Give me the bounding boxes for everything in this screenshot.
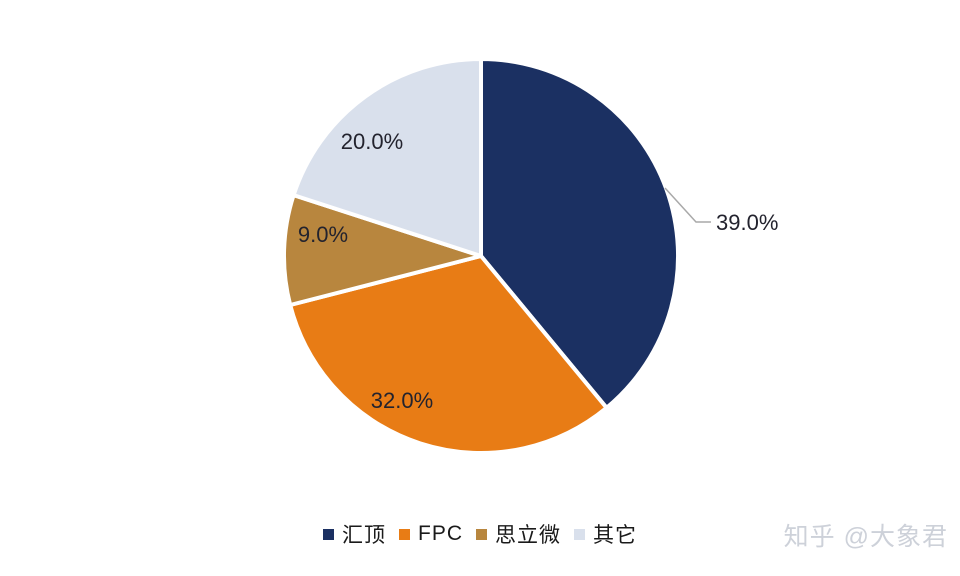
pie-slice-3 [291,57,483,258]
legend-swatch-2 [476,528,487,540]
legend-item-0: 汇顶 [323,519,386,549]
chart-legend: 汇顶 FPC 思立微 其它 [323,519,637,549]
legend-label-2: 思立微 [495,524,561,547]
legend-label-1: FPC [418,522,463,545]
watermark: 知乎 @大象君 [783,523,948,551]
pie-slice-2 [282,193,483,307]
legend-label-0: 汇顶 [342,524,386,547]
legend-label-3: 其它 [593,524,637,547]
legend-swatch-3 [574,528,585,540]
legend-item-3: 其它 [574,519,637,549]
pie-slice-1 [288,254,609,455]
slice-label-3: 20.0% [341,129,403,154]
leader-line [664,187,711,223]
legend-item-1: FPC [399,522,463,546]
legend-swatch-1 [399,528,410,540]
slice-label-2: 9.0% [298,222,348,247]
slice-label-1: 32.0% [371,388,433,413]
slice-label-0: 39.0% [716,210,778,235]
legend-item-2: 思立微 [476,519,561,549]
legend-swatch-0 [323,528,334,540]
